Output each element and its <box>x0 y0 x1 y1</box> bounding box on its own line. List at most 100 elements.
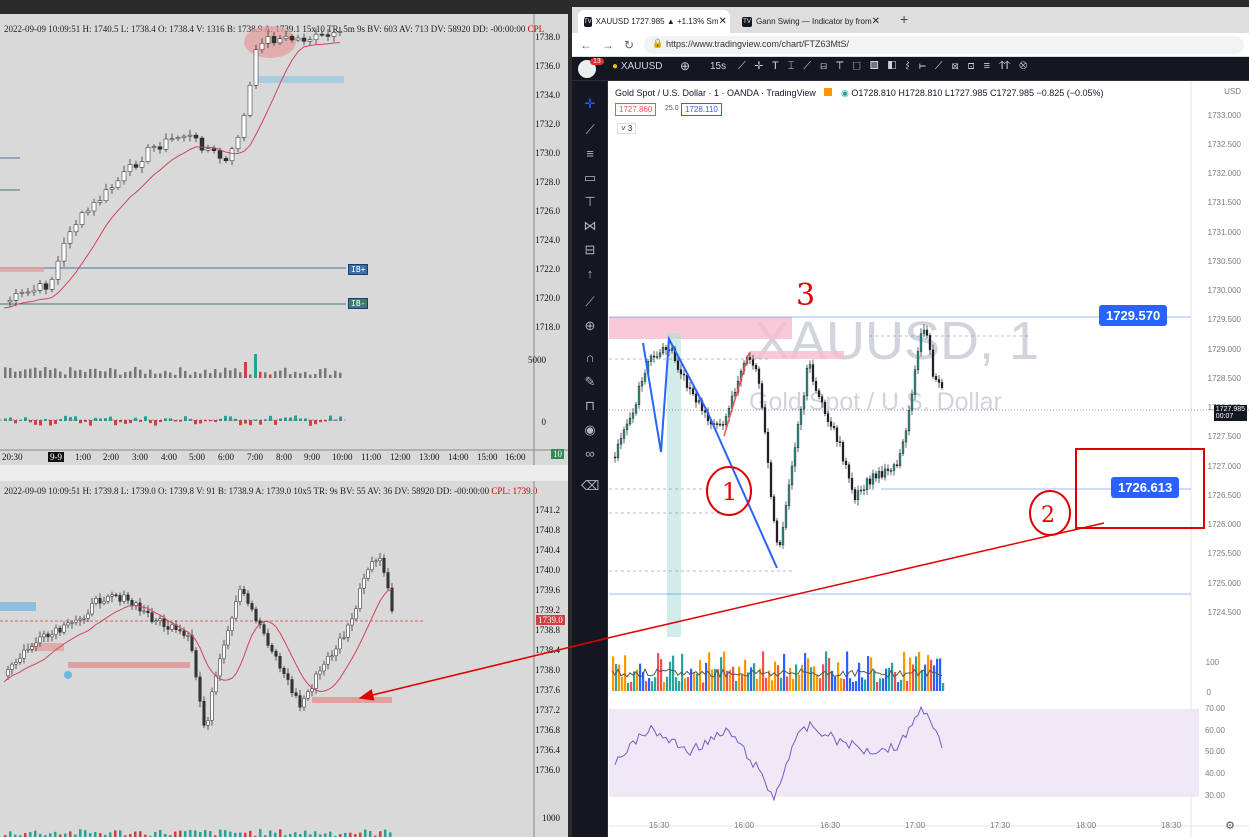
compare-add-icon[interactable]: ⊕ <box>680 59 691 73</box>
tv-volume-bar <box>942 682 945 691</box>
left-top-delta-bar <box>119 420 122 423</box>
tv-candle <box>802 395 806 410</box>
left-top-chart[interactable]: 2022-09-09 10:09:51 H: 1740.5 L: 1738.4 … <box>0 14 568 465</box>
left-bottom-candle <box>250 603 254 610</box>
tv-candle <box>754 365 758 370</box>
sell-button[interactable]: 1727.860 <box>615 103 657 116</box>
arrow-up-icon[interactable]: ↑ <box>586 266 594 281</box>
left-bottom-volume-bar <box>304 830 307 837</box>
tradingview-favicon: TV <box>584 16 592 27</box>
tv-volume-bar <box>666 676 669 691</box>
lock-icon[interactable]: ⊓ <box>584 398 596 413</box>
left-top-plot[interactable] <box>0 14 568 465</box>
tradingview-toolbar: 13 ● XAUUSD ⊕ 15s ⟋✛T⌶⟋⊟⊤⬚▤◧⌇⊢⟋⊠⊡≡⇈⊗ <box>572 57 1249 81</box>
crosshair-icon[interactable]: ✛ <box>584 96 596 111</box>
left-top-volume-bar <box>149 369 152 378</box>
left-top-delta-bar <box>234 418 237 421</box>
symbol-search[interactable]: ● XAUUSD <box>612 61 663 72</box>
close-tab-icon[interactable]: ✕ <box>718 16 727 27</box>
tv-volume-bar <box>636 669 639 691</box>
left-top-delta-bar <box>149 420 152 424</box>
zoom-in-icon[interactable]: ⊕ <box>584 318 596 333</box>
indicators-toggle[interactable]: ˅ 3 <box>617 123 637 134</box>
left-top-delta-bar <box>319 420 322 423</box>
tv-volume-bar <box>657 653 660 691</box>
trash-icon[interactable]: ⌫ <box>581 478 600 493</box>
left-bottom-candle <box>322 663 326 672</box>
left-top-volume-bar <box>109 367 112 378</box>
left-top-volume-bar <box>104 371 107 378</box>
left-top-volume-bar <box>254 354 257 378</box>
tv-volume-bar <box>753 663 756 691</box>
trendline-icon[interactable]: ⟋ <box>585 122 595 137</box>
tab-xauusd[interactable]: TV XAUUSD 1727.985 ▲ +1.13% Sm ✕ <box>578 10 730 33</box>
left-top-candle <box>163 138 169 150</box>
left-bottom-candle <box>178 629 182 632</box>
close-tab-icon[interactable]: ✕ <box>871 16 880 27</box>
left-bottom-candle <box>86 613 90 619</box>
left-top-volume-bar <box>219 372 222 378</box>
tv-candle <box>850 477 854 490</box>
tv-candle <box>871 473 875 485</box>
tv-volume-bar <box>936 658 939 691</box>
tab-gann-swing[interactable]: TV Gann Swing — Indicator by from ✕ <box>742 16 880 27</box>
tv-volume-bar <box>687 676 690 691</box>
left-top-candle <box>211 148 217 151</box>
tv-plot[interactable]: XAUUSD, 1 Gold Spot / U.S. Dollar <box>609 81 1249 837</box>
left-bottom-volume-bar <box>249 830 252 837</box>
left-top-delta-bar <box>89 420 92 426</box>
url-field[interactable]: 🔒 https://www.tradingview.com/chart/FTZ6… <box>644 36 1244 54</box>
left-bottom-candle <box>386 572 390 589</box>
left-bottom-candle <box>390 587 394 612</box>
tv-volume-bar <box>924 664 927 691</box>
left-top-delta-bar <box>29 420 32 423</box>
left-bottom-volume-bar <box>109 832 112 837</box>
ruler-icon[interactable]: ⟋ <box>585 294 595 309</box>
left-top-delta-bar <box>94 417 97 421</box>
left-top-volume-bar <box>279 370 282 378</box>
tv-volume-bar <box>714 668 717 691</box>
new-tab-button[interactable]: + <box>900 11 909 27</box>
settings-gear-icon[interactable]: ⚙ <box>1225 820 1235 832</box>
level-label-high[interactable]: 1729.570 <box>1099 305 1168 326</box>
back-icon[interactable]: ← <box>580 38 592 52</box>
left-top-candle <box>169 138 175 141</box>
left-bottom-candle <box>70 622 74 624</box>
left-top-candle <box>271 36 277 44</box>
left-bottom-candle <box>354 608 358 620</box>
left-bottom-candle <box>278 655 282 669</box>
magnet-icon[interactable]: ∩ <box>585 350 595 365</box>
reload-icon[interactable]: ↻ <box>624 38 635 52</box>
tv-volume-bar <box>789 667 792 691</box>
prediction-icon[interactable]: ⊟ <box>584 242 596 257</box>
fib-icon[interactable]: ≡ <box>586 146 594 161</box>
lock-drawing-icon[interactable]: ✎ <box>584 374 596 389</box>
left-top-candle <box>313 33 319 41</box>
tradingview-chart[interactable]: XAUUSD, 1 Gold Spot / U.S. Dollar <box>609 81 1249 837</box>
rectangle-icon[interactable]: ▭ <box>583 170 597 185</box>
left-bottom-candle <box>298 695 302 708</box>
left-bottom-volume-bar <box>329 831 332 837</box>
left-bottom-volume-bar <box>9 831 12 837</box>
drawing-toolbar-icons[interactable]: ⟋✛T⌶⟋⊟⊤⬚▤◧⌇⊢⟋⊠⊡≡⇈⊗ <box>738 60 1037 72</box>
left-bottom-plot[interactable] <box>0 481 568 837</box>
left-top-volume-bar <box>264 372 267 378</box>
annotation-icon[interactable]: ⊤ <box>584 194 596 209</box>
left-bottom-candle <box>358 588 362 609</box>
eye-icon[interactable]: ◉ <box>584 422 596 437</box>
pattern-icon[interactable]: ⋈ <box>583 218 597 233</box>
buy-button[interactable]: 1728.110 <box>681 103 722 116</box>
left-bottom-chart[interactable]: 2022-09-09 10:09:51 H: 1739.8 L: 1739.0 … <box>0 481 568 837</box>
interval-select[interactable]: 15s <box>710 61 727 72</box>
level-label-low[interactable]: 1726.613 <box>1111 477 1180 498</box>
left-top-volume-bar <box>94 368 97 378</box>
tv-candle <box>748 357 752 360</box>
flag-icon[interactable] <box>824 88 833 96</box>
watermark-name: Gold Spot / U.S. Dollar <box>749 388 1002 416</box>
left-top-volume-bar <box>139 369 142 378</box>
link-icon[interactable]: ∞ <box>585 446 595 461</box>
left-top-candle <box>319 33 325 36</box>
forward-icon[interactable]: → <box>602 38 614 52</box>
left-top-delta-bar <box>244 420 247 424</box>
